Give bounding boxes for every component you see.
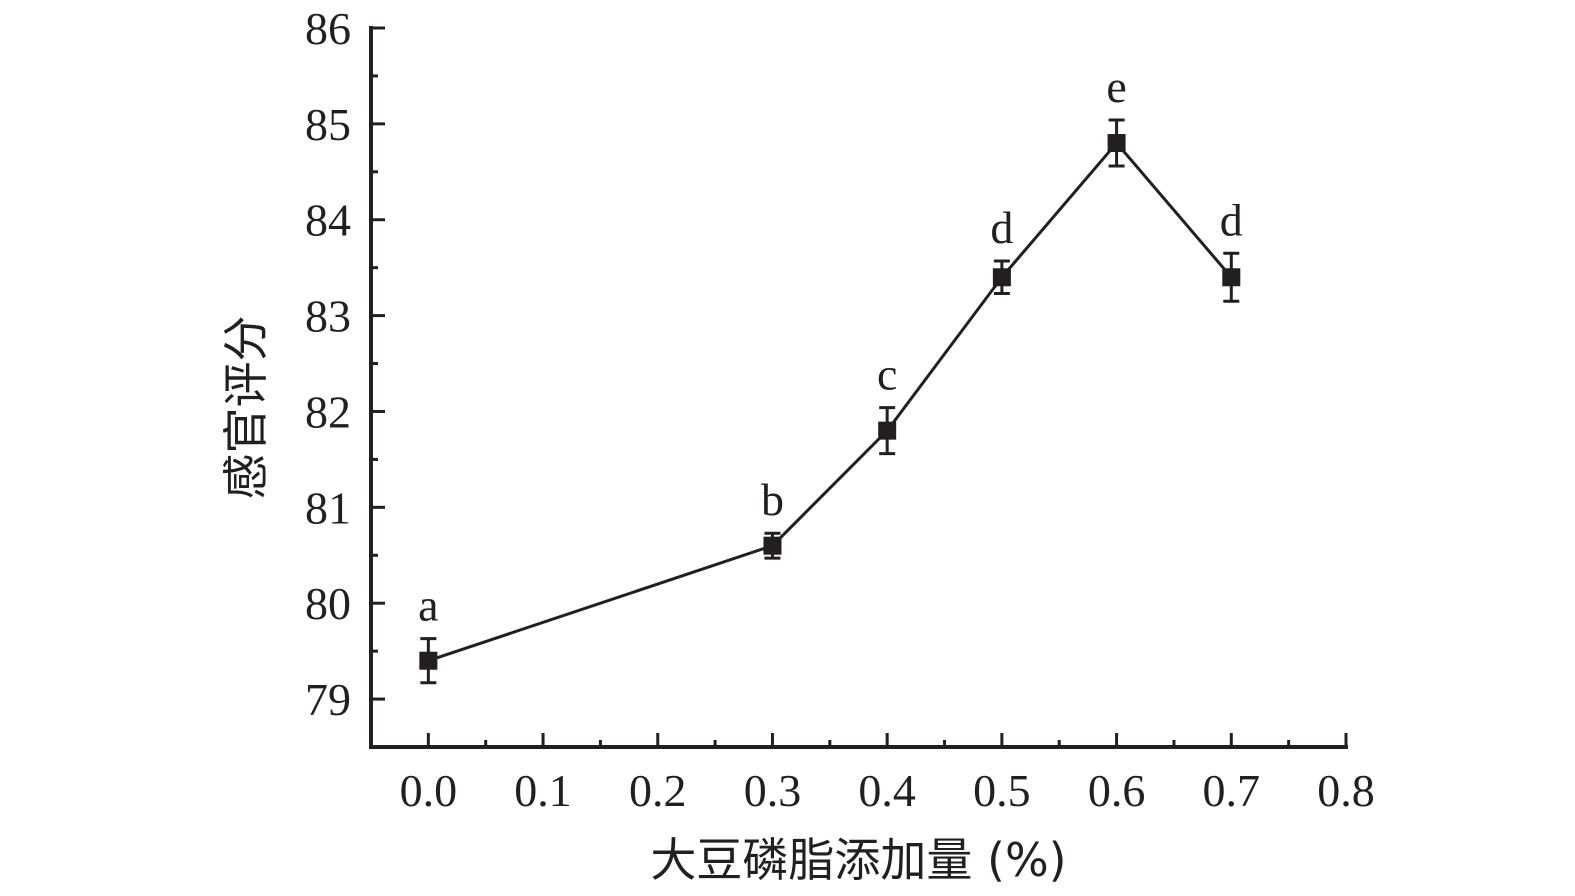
- significance-label: b: [761, 474, 784, 525]
- data-point-marker: [419, 651, 438, 670]
- series-line: [427, 140, 1233, 663]
- data-point-marker: [1107, 134, 1126, 153]
- y-tick-label: 81: [305, 482, 351, 533]
- x-axis-title: 大豆磷脂添加量 (%): [650, 833, 1066, 887]
- data-point-marker: [763, 536, 782, 555]
- x-tick-label: 0.0: [400, 765, 458, 816]
- axes: [369, 26, 1348, 749]
- y-tick-label: 79: [305, 674, 351, 725]
- y-tick-label: 86: [305, 3, 351, 54]
- x-tick-label: 0.6: [1088, 765, 1146, 816]
- x-tick-label: 0.3: [744, 765, 802, 816]
- y-tick-label: 82: [305, 386, 351, 437]
- significance-label: c: [877, 349, 897, 400]
- x-tick-label: 0.7: [1203, 765, 1261, 816]
- significance-label: e: [1106, 61, 1126, 112]
- series-group: a b c d e d: [418, 61, 1243, 685]
- significance-label: d: [990, 202, 1013, 253]
- y-tick-label: 85: [305, 99, 351, 150]
- y-tick-label: 84: [305, 195, 351, 246]
- significance-label: a: [418, 580, 438, 631]
- x-tick-label: 0.5: [973, 765, 1031, 816]
- data-point-marker: [992, 268, 1011, 287]
- x-tick-label: 0.8: [1317, 765, 1375, 816]
- y-axis-ticks: 79 80 81 82 83 84 85 86: [305, 3, 385, 725]
- x-tick-label: 0.4: [858, 765, 916, 816]
- y-axis-title: 感官评分: [219, 316, 273, 500]
- y-tick-label: 80: [305, 578, 351, 629]
- significance-label: d: [1220, 194, 1243, 245]
- x-axis-ticks: 0.0 0.1 0.2 0.3 0.4 0.5 0.6 0.7 0.8: [400, 733, 1375, 816]
- data-point-marker: [1222, 268, 1241, 287]
- data-point-marker: [878, 421, 897, 440]
- x-tick-label: 0.1: [514, 765, 572, 816]
- x-tick-label: 0.2: [629, 765, 687, 816]
- y-tick-label: 83: [305, 291, 351, 342]
